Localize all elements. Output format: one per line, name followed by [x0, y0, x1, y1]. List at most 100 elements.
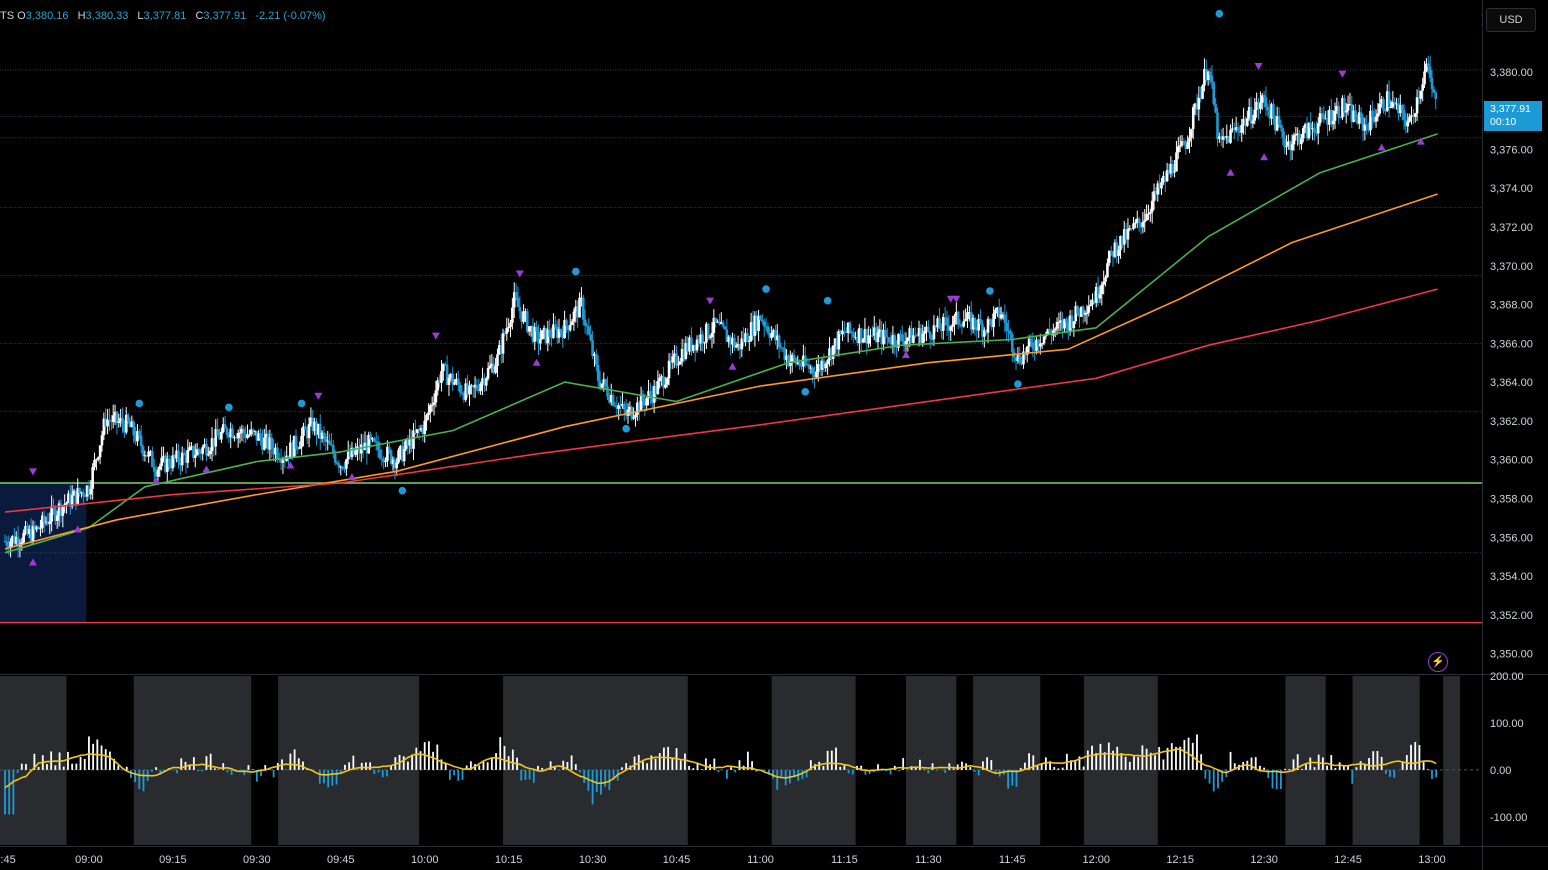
candle-body [354, 450, 357, 455]
candle-body [82, 492, 85, 496]
candle-body [373, 438, 376, 442]
oscillator-bar [1170, 743, 1173, 770]
candle-body [615, 406, 619, 409]
candle-body [253, 430, 257, 432]
candle-body [158, 466, 162, 470]
oscillator-bar [171, 769, 174, 771]
candle-body [755, 315, 759, 332]
time-tick-label: 10:15 [495, 854, 523, 866]
candle-body [1305, 124, 1309, 139]
change-value: -2.21 (-0.07%) [255, 10, 326, 22]
candle-body [499, 345, 503, 354]
candle-body [1033, 348, 1036, 351]
candle-body [682, 348, 686, 359]
candle-body [115, 411, 119, 424]
oscillator-bar [1124, 756, 1127, 770]
candle-body [486, 368, 490, 379]
candle-body [611, 394, 615, 406]
candle-body [262, 437, 266, 450]
candle-body [1126, 228, 1130, 240]
candle-body [932, 325, 936, 340]
candle-body [330, 444, 333, 446]
oscillator-bar [688, 765, 691, 770]
candle-body [966, 312, 969, 320]
oscillator-bar [318, 769, 321, 784]
candle-body [1031, 342, 1035, 349]
candle-body [1434, 92, 1438, 99]
candle-body [1354, 110, 1357, 121]
oscillator-bar [415, 747, 418, 770]
candle-body [567, 325, 570, 331]
candle-body [712, 317, 716, 334]
candle-body [988, 318, 992, 320]
candle-body [11, 536, 14, 542]
signal-triangle-up-marker [202, 465, 211, 473]
candle-body [483, 378, 486, 386]
candle-body [1100, 284, 1104, 294]
candle-body [1018, 354, 1022, 363]
candle-body [844, 331, 848, 333]
price-tick-label: 3,356.00 [1490, 532, 1533, 544]
candle-body [1229, 129, 1232, 143]
candle-body [568, 325, 572, 331]
candle-body [240, 428, 244, 433]
candle-body [477, 388, 481, 392]
candle-body [48, 521, 52, 525]
candle-body [3, 541, 7, 543]
candle-body [393, 459, 397, 469]
oscillator-bar [1141, 745, 1144, 770]
candle-body [1363, 124, 1367, 131]
candle-body [498, 345, 501, 355]
candle-body [893, 335, 897, 346]
candle-body [1068, 315, 1072, 331]
oscillator-bar [738, 760, 741, 770]
candle-body [861, 339, 865, 343]
candle-body [1264, 97, 1268, 108]
candle-body [1428, 66, 1432, 78]
candle-body [1113, 242, 1117, 257]
candle-body [484, 378, 488, 386]
candle-body [1106, 263, 1109, 278]
candle-body [596, 364, 600, 381]
candle-body [449, 373, 453, 378]
candle-body [813, 373, 816, 378]
candle-body [1387, 91, 1391, 108]
oscillator-bar [16, 769, 19, 773]
candle-body [951, 324, 954, 327]
candle-body [382, 458, 385, 463]
candle-body [822, 360, 826, 369]
candle-body [1341, 98, 1344, 118]
lightning-icon[interactable]: ⚡ [1428, 652, 1448, 672]
candle-body [72, 490, 76, 496]
candle-body [718, 321, 721, 325]
candle-body [968, 311, 971, 313]
currency-button[interactable]: USD [1486, 8, 1536, 32]
oscillator-zone [1285, 676, 1326, 845]
oscillator-bar [1061, 767, 1064, 770]
oscillator-bar [994, 769, 997, 775]
oscillator-bar [1137, 756, 1140, 770]
candle-body [1331, 120, 1335, 125]
candle-body [930, 338, 934, 340]
candle-body [67, 493, 70, 503]
candle-body [790, 354, 794, 362]
candle-body [121, 417, 124, 425]
high-label: H [77, 10, 86, 22]
oscillator-bar [201, 769, 204, 772]
candle-body [246, 434, 249, 439]
candle-body [550, 336, 553, 338]
candle-body [7, 545, 11, 549]
candle-body [380, 458, 384, 460]
oscillator-bar [197, 769, 199, 772]
candle-body [925, 326, 928, 331]
oscillator-bar [402, 756, 405, 770]
candle-body [673, 353, 676, 357]
candle-body [462, 393, 466, 400]
oscillator-bar [365, 762, 367, 770]
candle-body [621, 403, 624, 406]
candle-body [949, 326, 953, 331]
candle-body [956, 311, 960, 325]
oscillator-bar [818, 761, 821, 770]
